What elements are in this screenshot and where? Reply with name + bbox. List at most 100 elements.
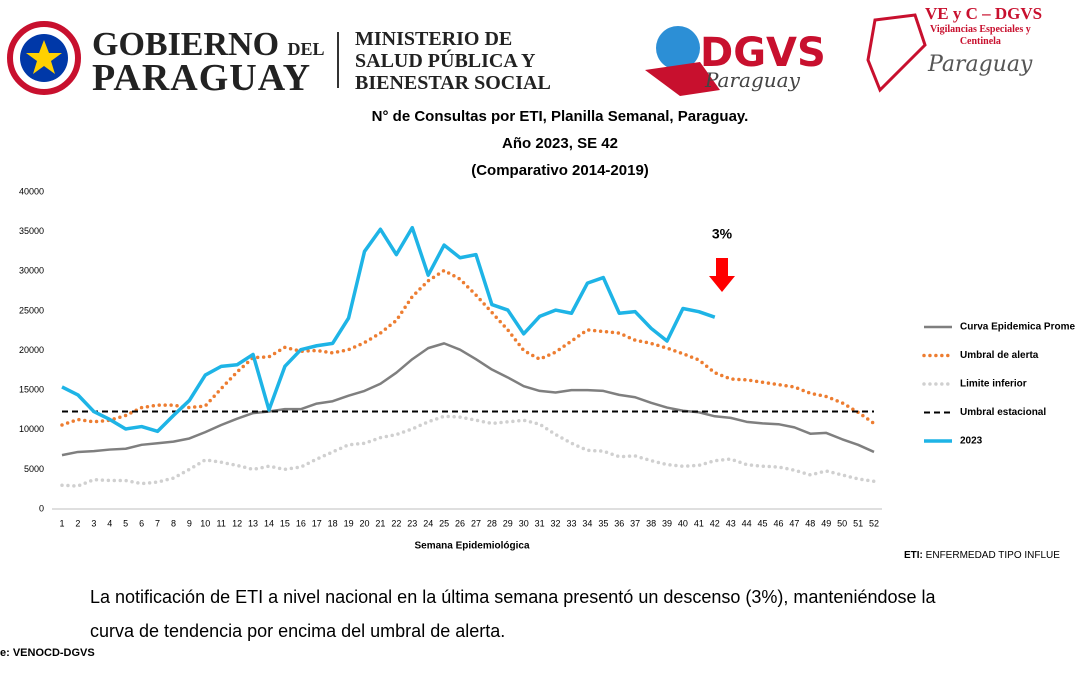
x-tick-label: 4 [107, 518, 112, 528]
x-tick-label: 14 [264, 518, 274, 528]
x-tick-label: 1 [59, 518, 64, 528]
star [26, 40, 62, 74]
vec-sub: Vigilancias Especiales y Centinela [930, 24, 1031, 48]
x-tick-label: 20 [360, 518, 370, 528]
x-tick-label: 18 [328, 518, 338, 528]
gov-del: DEL [287, 39, 325, 59]
x-tick-label: 37 [630, 518, 640, 528]
vec-map [866, 13, 927, 93]
dgvs-logo: DGVS [700, 30, 826, 76]
x-tick-label: 17 [312, 518, 322, 528]
x-tick-label: 43 [726, 518, 736, 528]
y-tick-label: 0 [39, 503, 44, 513]
footnote-bold: ETI: [904, 550, 923, 561]
map-shape [645, 62, 720, 96]
dgvs-sub: Paraguay [705, 68, 800, 92]
header-graphics [7, 13, 927, 96]
vec-country: Paraguay [928, 52, 1033, 77]
x-tick-label: 26 [455, 518, 465, 528]
vec-sub-line: Centinela [959, 36, 1001, 47]
x-tick-label: 52 [869, 518, 879, 528]
series-line [60, 414, 876, 488]
chart: N° de Consultas por ETI, Planilla Semana… [19, 108, 1076, 552]
x-tick-label: 23 [407, 518, 417, 528]
x-tick-label: 10 [200, 518, 210, 528]
x-tick-label: 19 [344, 518, 354, 528]
x-axis-label: Semana Epidemiológica [414, 541, 529, 552]
legend-label: Umbral de alerta [960, 350, 1039, 361]
x-tick-label: 12 [232, 518, 242, 528]
x-tick-label: 49 [821, 518, 831, 528]
footnote-text: ENFERMEDAD TIPO INFLUE [925, 550, 1060, 561]
x-tick-label: 47 [789, 518, 799, 528]
x-tick-label: 34 [582, 518, 592, 528]
annotation: 3% [712, 226, 733, 242]
x-tick-label: 31 [535, 518, 545, 528]
y-tick-label: 15000 [19, 385, 44, 395]
x-tick-label: 28 [487, 518, 497, 528]
y-tick-label: 35000 [19, 226, 44, 236]
x-tick-label: 2 [75, 518, 80, 528]
vec-title: VE y C – DGVS [925, 4, 1043, 23]
gov-text: GOBIERNO [92, 26, 280, 63]
x-tick-label: 51 [853, 518, 863, 528]
x-tick-label: 44 [742, 518, 752, 528]
seal-ring [7, 21, 81, 95]
x-tick-label: 50 [837, 518, 847, 528]
x-tick-label: 29 [503, 518, 513, 528]
gov-line2: PARAGUAY [92, 57, 312, 99]
chart-title: N° de Consultas por ETI, Planilla Semana… [372, 108, 749, 125]
x-tick-label: 24 [423, 518, 433, 528]
x-tick-label: 38 [646, 518, 656, 528]
x-tick-label: 46 [773, 518, 783, 528]
x-tick-label: 32 [551, 518, 561, 528]
x-tick-label: 25 [439, 518, 449, 528]
y-tick-label: 5000 [24, 464, 44, 474]
chart-title: Año 2023, SE 42 [502, 135, 618, 152]
x-tick-label: 21 [375, 518, 385, 528]
x-tick-label: 42 [710, 518, 720, 528]
ministry: MINISTERIO DE SALUD PÚBLICA Y BIENESTAR … [355, 28, 551, 94]
y-tick-label: 10000 [19, 424, 44, 434]
legend-label: Limite inferior [960, 379, 1027, 390]
x-tick-label: 11 [217, 518, 226, 528]
legend-label: 2023 [960, 436, 983, 447]
x-tick-label: 35 [598, 518, 608, 528]
series-line [61, 342, 875, 457]
x-tick-label: 45 [758, 518, 768, 528]
gov-line1: GOBIERNO DEL [92, 26, 325, 64]
x-tick-label: 22 [391, 518, 401, 528]
y-tick-label: 25000 [19, 305, 44, 315]
x-tick-label: 33 [566, 518, 576, 528]
x-tick-label: 8 [171, 518, 176, 528]
ministry-line: MINISTERIO DE [355, 28, 513, 50]
vec-sub-line: Vigilancias Especiales y [930, 24, 1031, 35]
x-tick-label: 9 [187, 518, 192, 528]
x-tick-label: 3 [91, 518, 96, 528]
chart-title: (Comparativo 2014-2019) [471, 162, 649, 179]
x-tick-label: 41 [694, 518, 704, 528]
globe [656, 26, 700, 70]
legend-label: Umbral estacional [960, 407, 1046, 418]
x-tick-label: 48 [805, 518, 815, 528]
footnote: ETI: ENFERMEDAD TIPO INFLUE [904, 550, 1060, 561]
x-tick-label: 30 [519, 518, 529, 528]
body-line: La notificación de ETI a nivel nacional … [90, 587, 936, 607]
y-tick-label: 20000 [19, 345, 44, 355]
x-tick-label: 5 [123, 518, 128, 528]
ministry-line: SALUD PÚBLICA Y [355, 50, 536, 72]
legend-label: Curva Epidemica Prome [960, 322, 1075, 333]
source: e: VENOCD-DGVS [0, 647, 95, 659]
ministry-line: BIENESTAR SOCIAL [355, 72, 551, 94]
x-tick-label: 40 [678, 518, 688, 528]
x-tick-label: 7 [155, 518, 160, 528]
y-tick-label: 30000 [19, 266, 44, 276]
x-tick-label: 27 [471, 518, 481, 528]
series-line [61, 225, 716, 434]
body-line: curva de tendencia por encima del umbral… [90, 621, 506, 641]
arrow [709, 258, 735, 292]
series-line [60, 268, 876, 427]
x-tick-label: 15 [280, 518, 290, 528]
x-tick-label: 13 [248, 518, 258, 528]
